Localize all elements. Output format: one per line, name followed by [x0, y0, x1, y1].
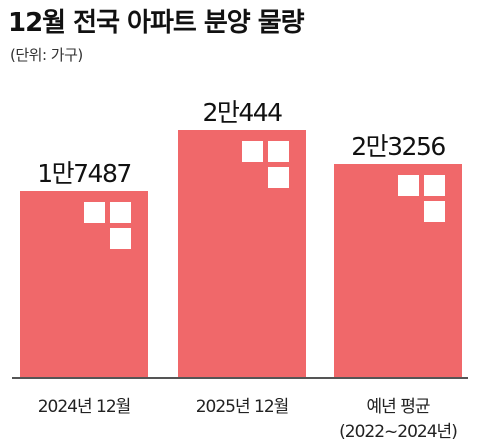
window-square-icon: [242, 141, 263, 162]
window-square-icon: [84, 202, 105, 223]
bar-3: [334, 164, 462, 378]
window-square-icon: [268, 141, 289, 162]
window-square-icon: [424, 175, 445, 196]
window-square-icon: [268, 167, 289, 188]
value-label-3: 2만3256: [351, 132, 445, 161]
bars-group: [20, 130, 462, 378]
window-square-icon: [110, 202, 131, 223]
value-label-2: 2만444: [202, 98, 282, 127]
unit-label: (단위: 가구): [10, 46, 83, 64]
category-label-2: 2025년 12월: [196, 397, 289, 417]
category-label-3-line-1: 예년 평균: [367, 397, 430, 417]
category-label-3-line-2: (2022~2024년): [339, 422, 457, 442]
chart-title: 12월 전국 아파트 분양 물량: [8, 8, 305, 38]
window-square-icon: [110, 228, 131, 249]
category-label-1: 2024년 12월: [38, 397, 131, 417]
window-square-icon: [398, 175, 419, 196]
value-label-1: 1만7487: [37, 159, 131, 188]
labels-group: 1만7487 2024년 12월 2만444 2025년 12월 2만3256 예년 평균…: [37, 98, 458, 442]
window-square-icon: [424, 201, 445, 222]
